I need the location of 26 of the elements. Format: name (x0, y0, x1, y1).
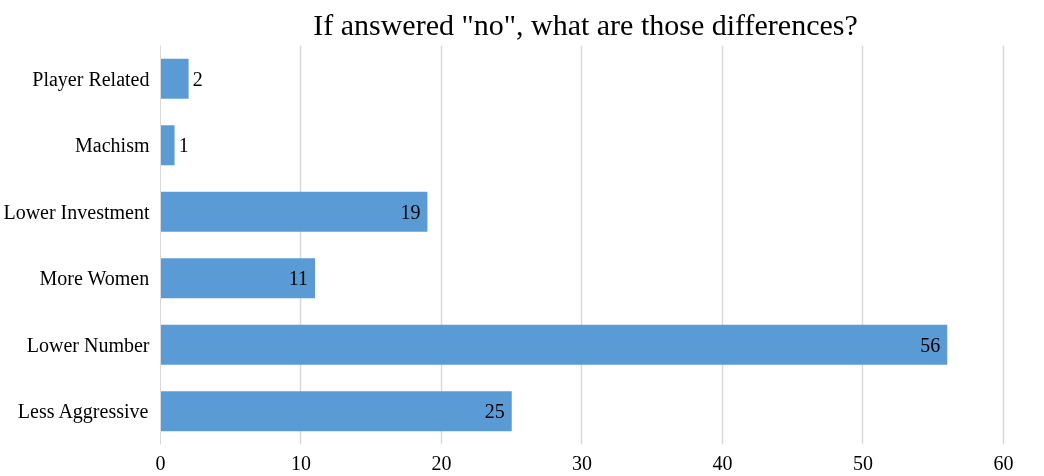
y-tick-label: More Women (39, 267, 150, 290)
x-tick-label: 20 (431, 451, 452, 474)
data-label: 56 (920, 333, 941, 356)
bar (160, 125, 175, 166)
data-label: 25 (484, 400, 505, 423)
y-tick-label: Machism (75, 134, 150, 157)
data-label: 1 (178, 134, 189, 157)
chart-title: If answered "no", what are those differences? (313, 7, 858, 41)
bar (160, 324, 948, 365)
x-tick-label: 30 (571, 451, 592, 474)
bar (160, 191, 428, 232)
data-label: 11 (288, 267, 309, 290)
bar (160, 58, 189, 99)
x-tick-label: 60 (993, 451, 1014, 474)
y-tick-label: Less Aggressive (17, 400, 149, 424)
y-tick-label: Lower Investment (3, 200, 150, 223)
data-label: 2 (192, 67, 203, 90)
data-label: 19 (400, 200, 421, 223)
bar (160, 391, 512, 432)
y-tick-label: Player Related (32, 67, 150, 91)
x-tick-label: 0 (155, 451, 166, 474)
bar (160, 258, 316, 299)
x-tick-label: 10 (291, 451, 311, 474)
x-tick-label: 50 (852, 451, 873, 474)
x-tick-label: 40 (712, 451, 733, 474)
y-tick-label: Lower Number (26, 333, 150, 356)
